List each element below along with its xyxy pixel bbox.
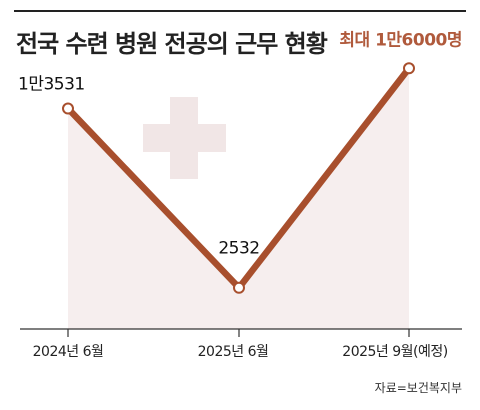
area-fill xyxy=(68,68,409,329)
medical-cross-icon xyxy=(143,97,226,179)
top-rule xyxy=(14,10,466,12)
data-point xyxy=(233,281,245,294)
medical-cross-shape xyxy=(143,97,226,179)
x-axis: 2024년 6월 2025년 6월 2025년 9월(예정) xyxy=(20,328,462,360)
data-point-layer xyxy=(62,62,415,294)
x-tick-label: 2024년 6월 xyxy=(33,344,104,360)
x-tick-label: 2025년 9월(예정) xyxy=(342,344,447,360)
data-label: 최대 1만6000명 xyxy=(339,30,462,50)
data-point xyxy=(403,62,415,75)
data-label: 2532 xyxy=(218,239,259,259)
data-label-layer: 1만3531 2532 최대 1만6000명 xyxy=(18,30,463,259)
x-tick-label: 2025년 6월 xyxy=(198,344,269,360)
data-point xyxy=(62,102,74,115)
data-label: 1만3531 xyxy=(18,75,85,95)
source-note: 자료=보건복지부 xyxy=(374,381,462,395)
chart-title: 전국 수련 병원 전공의 근무 현황 xyxy=(16,30,328,58)
area-layer xyxy=(68,68,409,329)
